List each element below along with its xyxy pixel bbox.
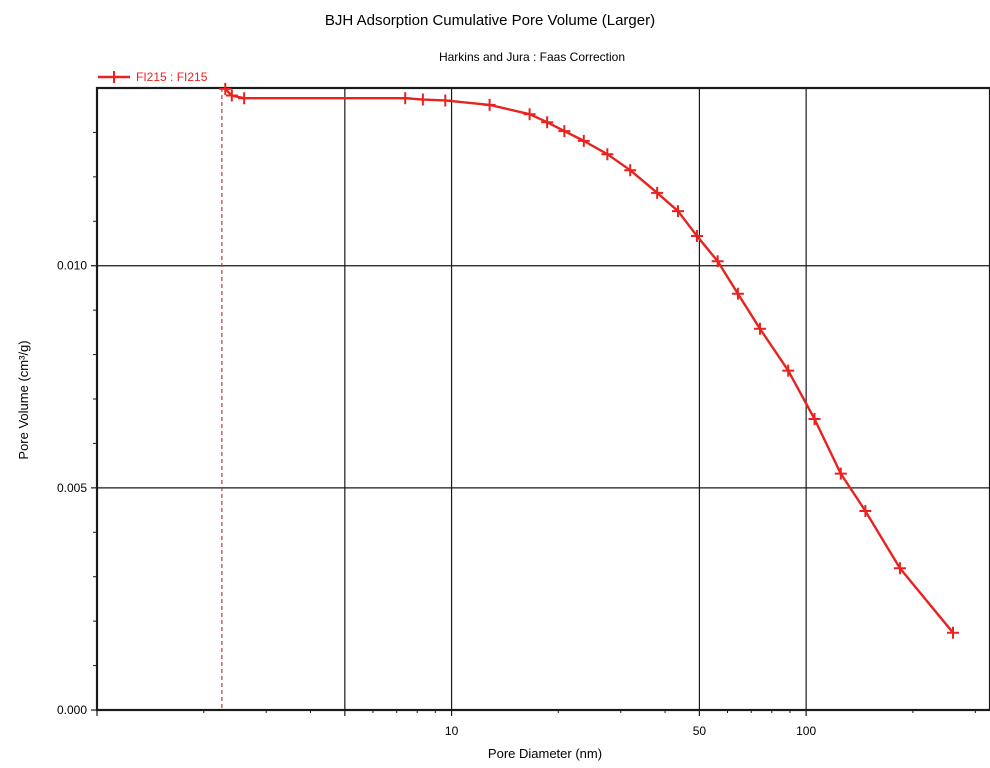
data-point [711,255,724,268]
legend-label: FI215 : FI215 [136,70,208,84]
data-point [483,98,496,111]
data-point [558,125,571,138]
data-point [541,116,554,129]
axis-ticks: 10 50 100 0.000 0.005 0.010 [57,131,976,738]
data-point [782,364,795,377]
chart-title: BJH Adsorption Cumulative Pore Volume (L… [325,12,655,29]
data-point [859,504,872,517]
legend-marker [108,71,120,83]
data-point [399,92,412,105]
data-point [893,562,906,575]
y-tick-label: 0.000 [57,703,87,717]
data-point [219,82,232,95]
x-tick-label: 10 [445,724,459,738]
x-tick-label: 50 [693,724,707,738]
series-group [219,82,959,639]
y-axis-label: Pore Volume (cm³/g) [16,340,31,459]
data-point [834,467,847,480]
plot-frame [95,86,990,712]
data-point [651,186,664,199]
data-point [416,93,429,106]
data-point [523,108,536,121]
data-point [577,134,590,147]
legend: FI215 : FI215 [98,70,208,84]
data-point [439,94,452,107]
data-point [225,89,238,102]
x-axis-label: Pore Diameter (nm) [488,746,602,761]
data-point [808,412,821,425]
y-tick-label: 0.005 [57,481,87,495]
data-point [238,92,251,105]
grid [97,88,990,710]
data-point [690,229,703,242]
data-point [601,148,614,161]
data-point [946,626,959,639]
chart-subtitle: Harkins and Jura : Faas Correction [439,50,625,64]
x-tick-label: 100 [796,724,816,738]
data-point [624,164,637,177]
y-tick-label: 0.010 [57,259,87,273]
data-point [671,205,684,218]
series-line [224,88,954,634]
data-point [731,287,744,300]
data-point [753,322,766,335]
